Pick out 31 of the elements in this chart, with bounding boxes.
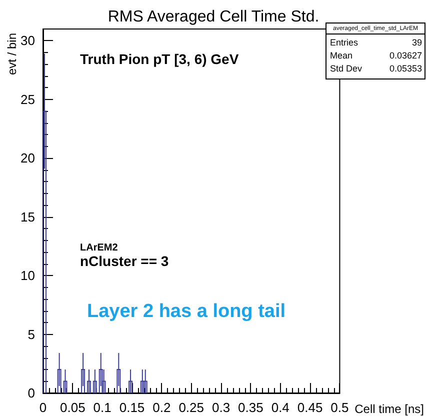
x-tick-label: 0.3 (212, 400, 230, 415)
annotation: Truth Pion pT [3, 6) GeV (80, 51, 240, 67)
y-tick-label: 15 (20, 209, 35, 224)
text: 0.03627 (389, 50, 422, 60)
y-axis-title: evt / bin (5, 32, 19, 75)
text: 39 (412, 38, 422, 48)
x-tick-label: 0.25 (178, 400, 204, 415)
annotation: LArEM2 (80, 242, 118, 254)
annotation: Entries (330, 38, 359, 48)
x-tick-label: 0.1 (93, 400, 112, 415)
x-tick-label: 0.4 (271, 400, 290, 415)
x-tick-label: 0.15 (119, 400, 145, 415)
x-tick-label: 0.2 (152, 400, 171, 415)
y-tick-label: 30 (20, 33, 35, 48)
x-axis-title: Cell time [ns] (354, 402, 424, 416)
y-tick-label: 0 (28, 386, 35, 400)
x-tick-label: 0.45 (297, 400, 323, 415)
y-tick-label: 20 (20, 150, 35, 166)
text: 0.05353 (389, 64, 422, 74)
y-tick-label: 25 (20, 92, 35, 107)
annotation: Layer 2 has a long tail (87, 301, 286, 322)
y-tick-label: 5 (28, 326, 35, 342)
annotation: Std Dev (330, 64, 363, 74)
x-tick-label: 0 (39, 400, 47, 415)
annotation: Mean (330, 50, 353, 60)
chart-title: RMS Averaged Cell Time Std. (108, 8, 320, 26)
x-tick-label: 0.05 (60, 400, 86, 415)
annotation: nCluster == 3 (80, 253, 169, 269)
x-tick-label: 0.35 (238, 400, 264, 415)
y-tick-label: 10 (20, 268, 35, 284)
x-tick-label: 0.5 (330, 400, 349, 415)
